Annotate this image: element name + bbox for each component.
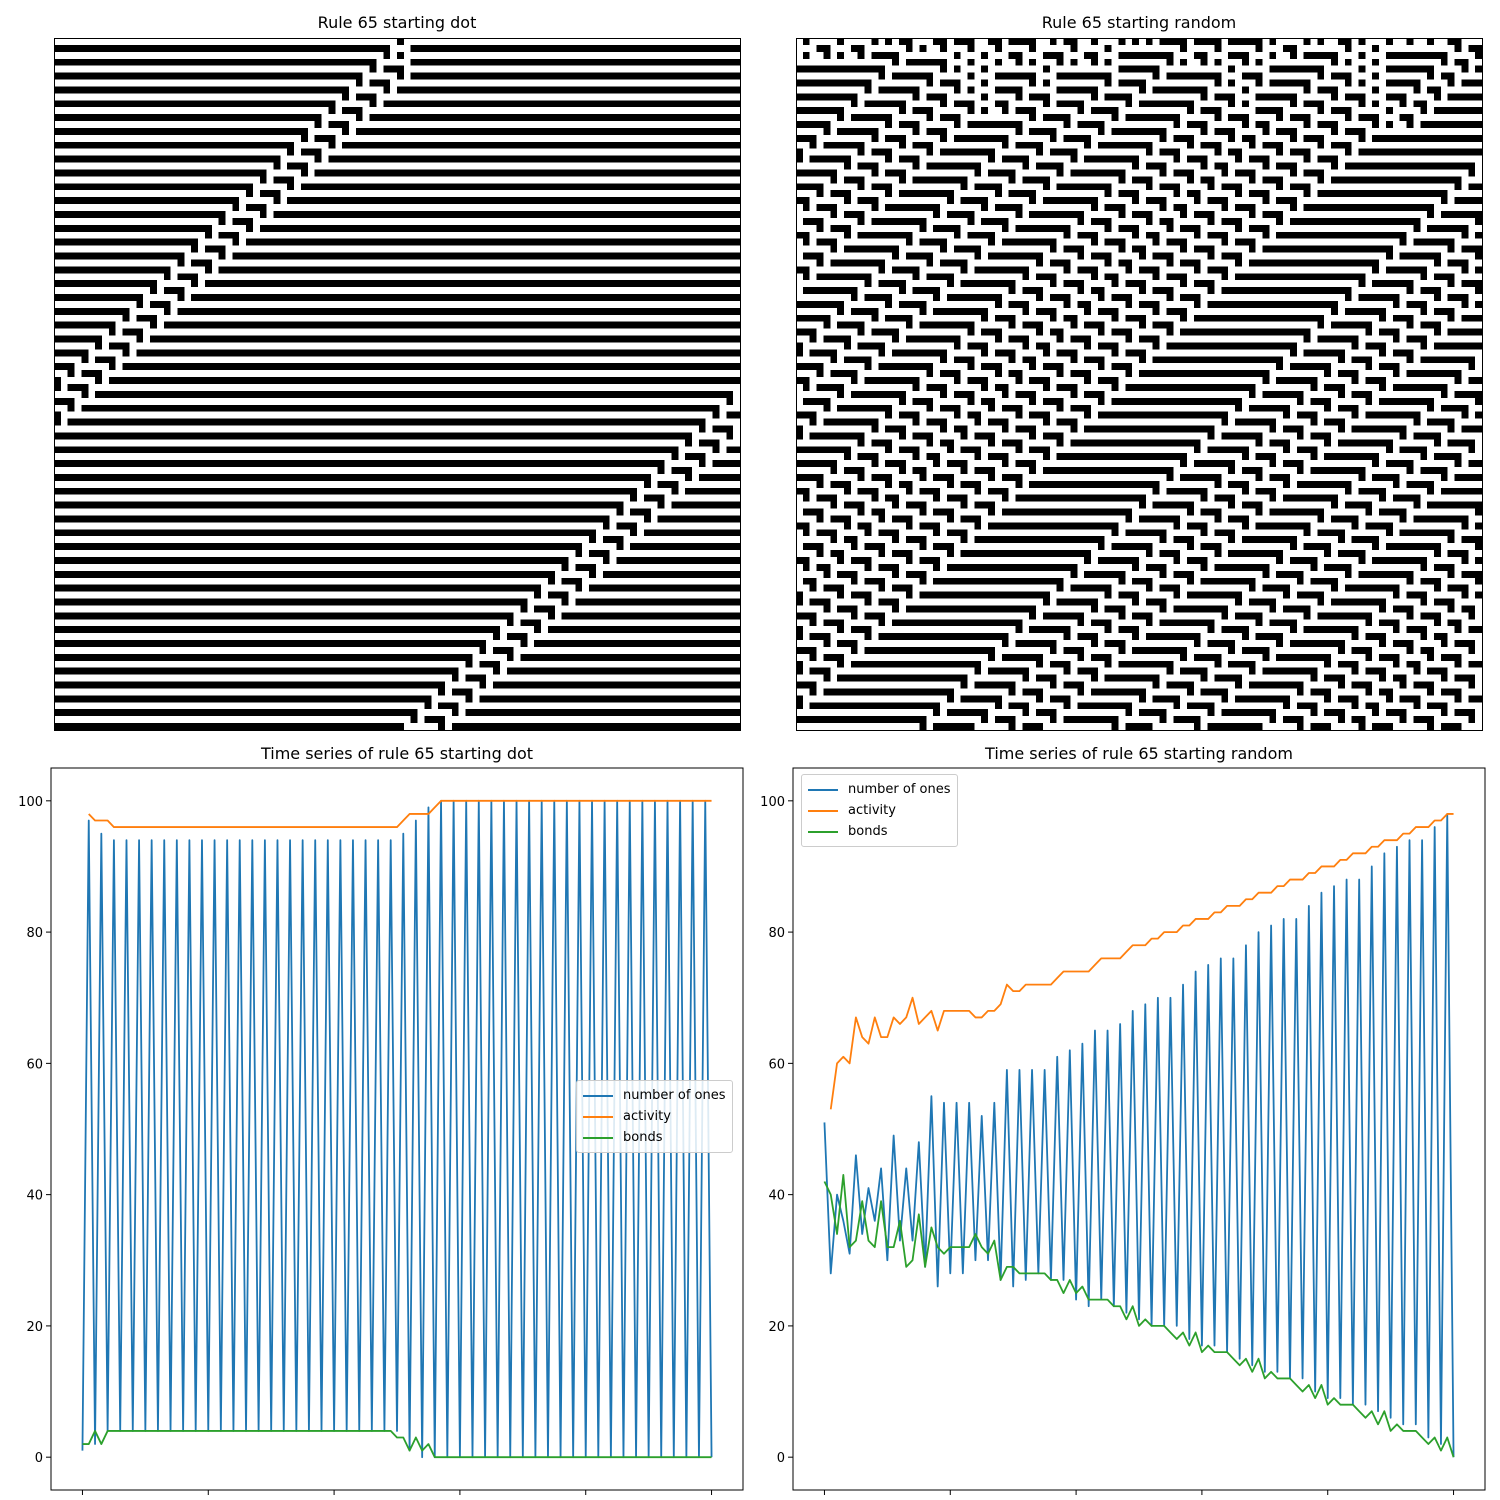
series-line-activity [88, 799, 712, 828]
legend-item-activity: activity [808, 800, 951, 821]
series-line-ones [823, 813, 1455, 1458]
automaton-random-grid [796, 38, 1482, 730]
legend-swatch-bonds [808, 830, 838, 833]
y-tick-label: 40 [26, 1189, 43, 1204]
y-tick-label: 60 [26, 1057, 43, 1072]
series-line-bonds [82, 1430, 712, 1459]
legend-random: number of ones activity bonds [801, 774, 958, 847]
y-tick-label: 100 [18, 795, 43, 810]
y-tick-label: 20 [26, 1320, 43, 1335]
title-dot: Rule 65 starting dot [317, 13, 477, 32]
y-tick-label: 80 [768, 926, 785, 941]
legend-label-ones: number of ones [623, 1088, 726, 1103]
legend-label-ones: number of ones [848, 782, 951, 797]
y-tick-label: 100 [760, 795, 785, 810]
series-line-ones [81, 799, 713, 1459]
legend-dot: number of ones activity bonds [576, 1080, 733, 1153]
plot-frame [50, 767, 744, 1491]
legend-swatch-bonds [583, 1136, 613, 1139]
legend-item-bonds: bonds [583, 1127, 726, 1148]
y-tick-label: 0 [35, 1451, 43, 1466]
legend-label-activity: activity [623, 1109, 671, 1124]
legend-label-bonds: bonds [623, 1130, 663, 1145]
legend-item-bonds: bonds [808, 821, 951, 842]
legend-swatch-ones [808, 788, 838, 791]
title-random: Rule 65 starting random [1041, 13, 1237, 32]
legend-item-ones: number of ones [808, 779, 951, 800]
y-tick-label: 40 [768, 1189, 785, 1204]
legend-swatch-ones [583, 1094, 613, 1097]
y-tick-label: 80 [26, 926, 43, 941]
legend-swatch-activity [808, 809, 838, 812]
legend-label-bonds: bonds [848, 824, 888, 839]
automaton-dot-grid [54, 38, 740, 730]
y-tick-label: 20 [768, 1320, 785, 1335]
legend-item-ones: number of ones [583, 1085, 726, 1106]
y-tick-label: 60 [768, 1057, 785, 1072]
y-tick-label: 0 [777, 1451, 785, 1466]
legend-swatch-activity [583, 1115, 613, 1118]
title-ts-random: Time series of rule 65 starting random [985, 744, 1293, 763]
title-ts-dot: Time series of rule 65 starting dot [260, 744, 534, 763]
plot-frame [792, 767, 1486, 1491]
legend-label-activity: activity [848, 803, 896, 818]
series-line-activity [829, 813, 1454, 1110]
legend-item-activity: activity [583, 1106, 726, 1127]
series-line-bonds [823, 1174, 1455, 1458]
